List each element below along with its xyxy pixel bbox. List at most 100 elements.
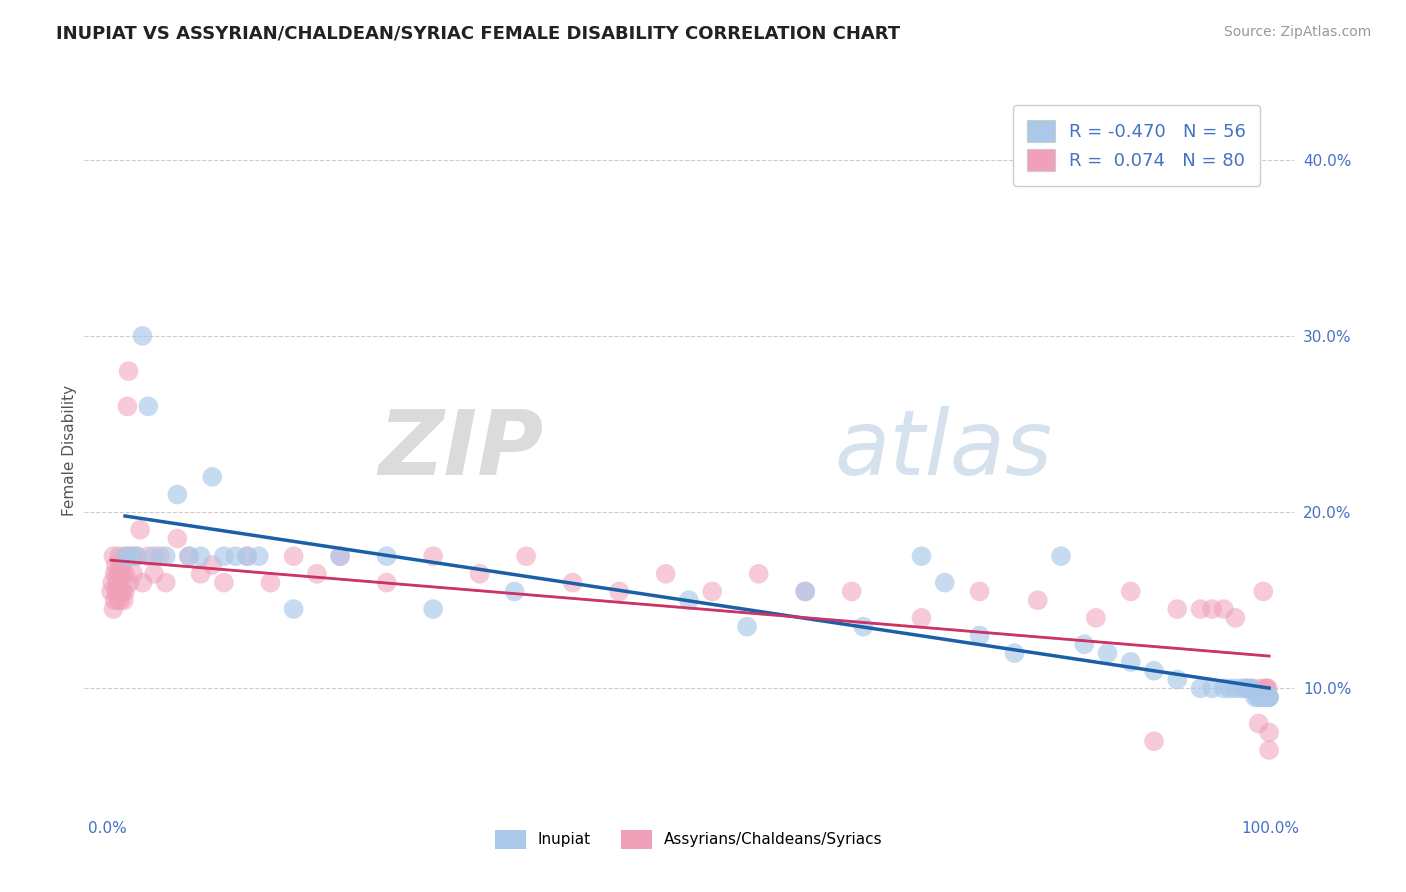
Point [104, 593, 127, 607]
Point [1254, 690, 1277, 705]
Legend: Inupiat, Assyrians/Chaldeans/Syriacs: Inupiat, Assyrians/Chaldeans/Syriacs [489, 824, 889, 855]
Point [654, 566, 676, 581]
Point [1249, 690, 1271, 705]
Point [1225, 681, 1247, 696]
Point [1189, 602, 1212, 616]
Point [1219, 681, 1241, 696]
Point [329, 549, 352, 564]
Point [103, 602, 125, 616]
Point [1256, 681, 1278, 696]
Point [114, 584, 136, 599]
Point [1119, 655, 1142, 669]
Point [247, 549, 270, 564]
Point [1250, 681, 1272, 696]
Point [910, 611, 932, 625]
Point [1257, 690, 1279, 705]
Point [1253, 690, 1275, 705]
Point [212, 549, 235, 564]
Point [1189, 681, 1212, 696]
Point [1233, 681, 1256, 696]
Point [149, 549, 172, 564]
Point [1166, 673, 1188, 687]
Point [236, 549, 259, 564]
Point [1237, 681, 1260, 696]
Point [305, 566, 328, 581]
Point [607, 584, 630, 599]
Point [1256, 690, 1278, 705]
Point [1244, 690, 1267, 705]
Point [1256, 690, 1278, 705]
Point [422, 549, 444, 564]
Point [1241, 681, 1264, 696]
Point [114, 549, 136, 564]
Point [131, 575, 153, 590]
Point [841, 584, 863, 599]
Point [225, 549, 247, 564]
Point [1143, 734, 1166, 748]
Point [1004, 646, 1026, 660]
Point [1201, 681, 1223, 696]
Point [110, 584, 132, 599]
Point [468, 566, 491, 581]
Point [1258, 743, 1281, 757]
Point [111, 584, 134, 599]
Point [1119, 584, 1142, 599]
Point [748, 566, 770, 581]
Point [1026, 593, 1049, 607]
Point [1257, 690, 1279, 705]
Text: ZIP: ZIP [378, 407, 544, 494]
Point [422, 602, 444, 616]
Point [104, 558, 127, 572]
Point [561, 575, 583, 590]
Point [1257, 681, 1279, 696]
Point [1251, 690, 1274, 705]
Point [131, 329, 153, 343]
Point [1240, 681, 1263, 696]
Point [1253, 690, 1275, 705]
Point [969, 584, 991, 599]
Point [166, 532, 188, 546]
Point [201, 470, 224, 484]
Point [1073, 637, 1095, 651]
Point [104, 584, 127, 599]
Point [110, 593, 132, 607]
Point [283, 602, 305, 616]
Point [259, 575, 281, 590]
Point [143, 549, 166, 564]
Point [155, 549, 177, 564]
Point [108, 584, 131, 599]
Point [702, 584, 724, 599]
Point [136, 400, 159, 414]
Point [283, 549, 305, 564]
Y-axis label: Female Disability: Female Disability [62, 384, 77, 516]
Point [236, 549, 259, 564]
Point [129, 523, 152, 537]
Point [1258, 690, 1281, 705]
Point [1247, 716, 1270, 731]
Point [114, 566, 136, 581]
Point [107, 593, 129, 607]
Point [104, 566, 127, 581]
Point [1166, 602, 1188, 616]
Point [190, 566, 212, 581]
Point [1212, 681, 1234, 696]
Point [105, 575, 128, 590]
Point [1097, 646, 1119, 660]
Point [100, 584, 122, 599]
Point [120, 549, 142, 564]
Point [735, 620, 758, 634]
Point [212, 575, 235, 590]
Point [108, 549, 131, 564]
Point [852, 620, 875, 634]
Point [794, 584, 817, 599]
Point [105, 566, 128, 581]
Point [108, 566, 131, 581]
Point [1143, 664, 1166, 678]
Point [111, 566, 134, 581]
Point [969, 628, 991, 642]
Point [678, 593, 700, 607]
Point [125, 549, 148, 564]
Point [910, 549, 932, 564]
Point [1212, 602, 1234, 616]
Point [115, 549, 138, 564]
